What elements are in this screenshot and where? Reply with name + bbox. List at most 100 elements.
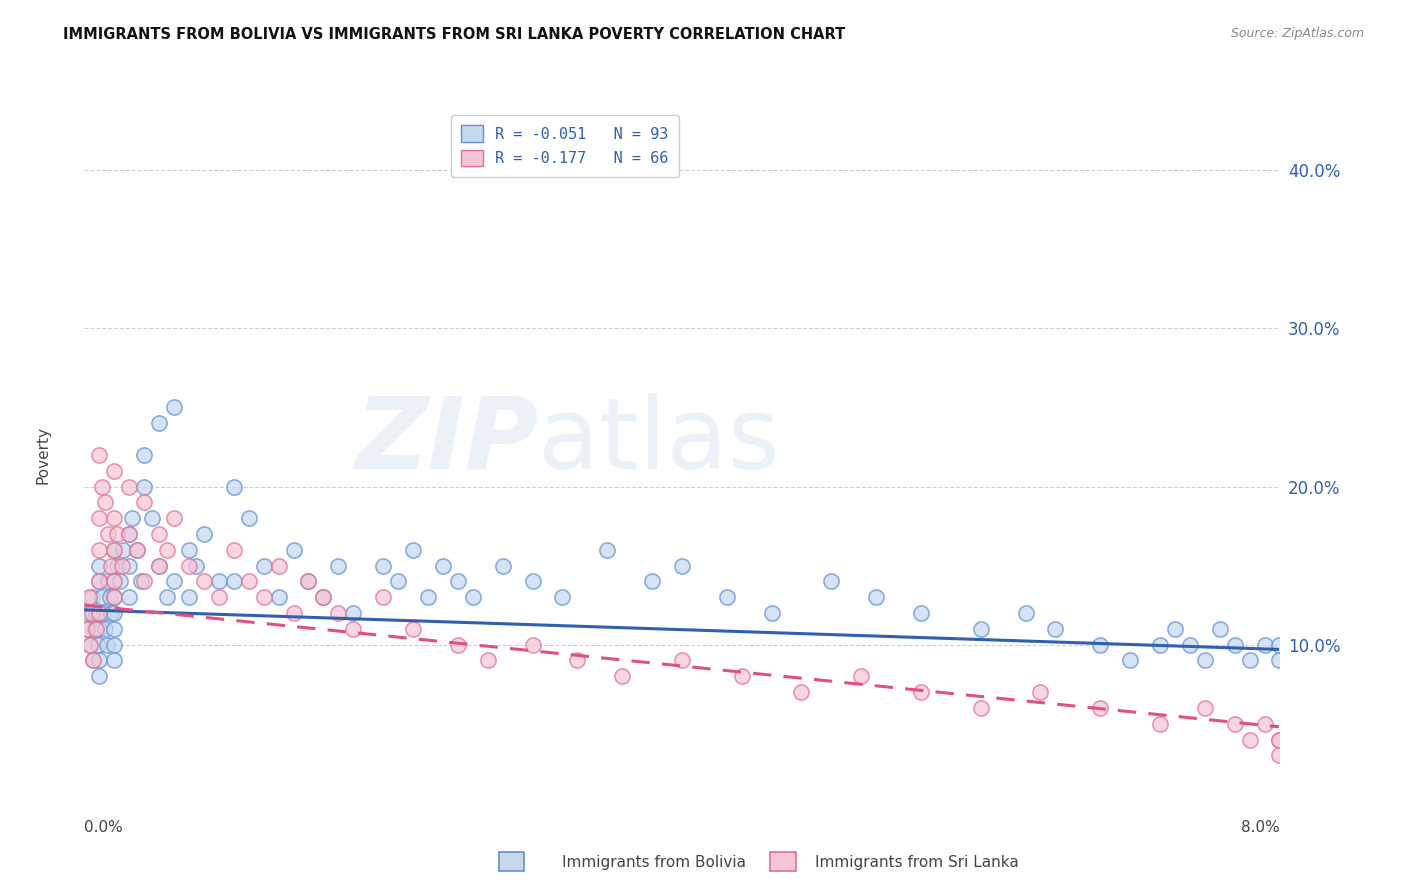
Point	[87, 638, 110, 652]
Point	[105, 527, 128, 541]
Point	[148, 417, 170, 431]
Point	[118, 591, 141, 605]
Point	[328, 558, 350, 573]
Point	[89, 669, 111, 683]
Point	[910, 685, 932, 699]
Text: ZIP: ZIP	[356, 392, 538, 490]
Point	[118, 558, 141, 573]
Point	[82, 653, 104, 667]
Point	[1268, 748, 1291, 763]
Point	[94, 622, 117, 636]
Point	[79, 638, 101, 652]
Point	[118, 527, 141, 541]
Point	[177, 591, 200, 605]
Point	[110, 574, 132, 589]
Point	[1178, 638, 1201, 652]
Point	[98, 591, 121, 605]
Point	[163, 401, 186, 415]
Point	[77, 591, 100, 605]
Point	[1208, 622, 1232, 636]
Point	[103, 574, 125, 589]
Point	[1223, 638, 1246, 652]
Point	[100, 606, 122, 620]
Point	[1268, 653, 1291, 667]
Point	[849, 669, 872, 683]
Point	[312, 591, 335, 605]
Point	[86, 622, 108, 636]
Point	[790, 685, 813, 699]
Point	[761, 606, 783, 620]
Point	[447, 574, 470, 589]
Point	[82, 653, 104, 667]
Point	[1149, 638, 1171, 652]
Point	[163, 511, 186, 525]
Point	[342, 606, 364, 620]
Point	[118, 527, 141, 541]
Point	[89, 448, 111, 462]
Point	[567, 653, 589, 667]
Point	[387, 574, 409, 589]
Point	[121, 511, 143, 525]
Point	[716, 591, 738, 605]
Point	[155, 542, 177, 557]
Point	[969, 622, 991, 636]
Point	[222, 574, 245, 589]
Point	[125, 542, 148, 557]
Point	[1194, 653, 1216, 667]
Point	[97, 574, 120, 589]
Point	[1239, 732, 1261, 747]
Point	[641, 574, 664, 589]
Point	[103, 574, 125, 589]
Point	[477, 653, 499, 667]
Point	[89, 574, 111, 589]
Point	[111, 558, 134, 573]
Point	[112, 542, 135, 557]
Text: Poverty: Poverty	[35, 425, 51, 484]
Point	[94, 495, 117, 509]
Point	[1223, 716, 1246, 731]
Point	[267, 558, 290, 573]
Point	[79, 638, 101, 652]
Point	[89, 558, 111, 573]
Point	[125, 542, 148, 557]
Point	[910, 606, 932, 620]
Point	[96, 638, 118, 652]
Point	[1014, 606, 1036, 620]
Point	[118, 479, 141, 493]
Point	[865, 591, 887, 605]
Point	[671, 558, 693, 573]
Point	[132, 448, 156, 462]
Point	[177, 542, 200, 557]
Point	[89, 606, 111, 620]
Point	[610, 669, 633, 683]
Point	[91, 479, 114, 493]
Point	[492, 558, 515, 573]
Point	[371, 558, 394, 573]
Point	[222, 479, 245, 493]
Point	[148, 558, 170, 573]
Point	[297, 574, 319, 589]
Point	[103, 591, 125, 605]
Point	[1253, 638, 1275, 652]
Point	[1268, 732, 1291, 747]
Point	[186, 558, 208, 573]
Point	[1253, 716, 1275, 731]
Point	[671, 653, 693, 667]
Point	[80, 591, 103, 605]
Point	[129, 574, 152, 589]
Point	[132, 495, 156, 509]
Point	[208, 574, 231, 589]
Point	[103, 606, 125, 620]
Point	[283, 542, 305, 557]
Point	[148, 558, 170, 573]
Point	[1268, 732, 1291, 747]
Point	[155, 591, 177, 605]
Point	[148, 527, 170, 541]
Point	[105, 558, 128, 573]
Text: 8.0%: 8.0%	[1240, 821, 1279, 835]
Text: Immigrants from Sri Lanka: Immigrants from Sri Lanka	[815, 855, 1019, 870]
Point	[89, 542, 111, 557]
Point	[163, 574, 186, 589]
Point	[1194, 701, 1216, 715]
Point	[1239, 653, 1261, 667]
